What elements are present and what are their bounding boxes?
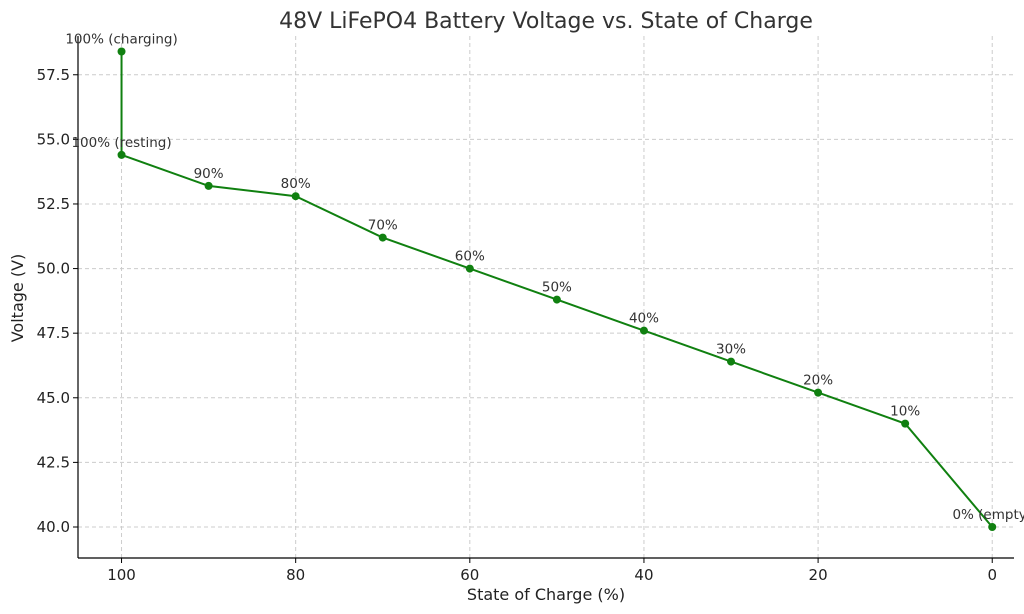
grid (78, 36, 1014, 558)
series-line (120, 51, 993, 528)
x-axis-label: State of Charge (%) (467, 585, 625, 604)
data-point (552, 295, 561, 304)
x-tick-label: 100 (107, 566, 136, 584)
data-point-label: 10% (890, 404, 920, 420)
y-tick-label: 40.0 (37, 518, 70, 536)
chart-title: 48V LiFePO4 Battery Voltage vs. State of… (279, 9, 813, 34)
data-point-label: 30% (716, 342, 746, 358)
y-tick-label: 55.0 (37, 130, 70, 148)
y-tick-label: 57.5 (37, 66, 70, 84)
y-tick-label: 42.5 (37, 453, 70, 471)
y-axis-label: Voltage (V) (8, 254, 27, 343)
data-point-label: 100% (charging) (65, 32, 177, 48)
data-point (291, 192, 300, 201)
y-tick-label: 47.5 (37, 324, 70, 342)
data-point (639, 326, 648, 335)
x-tick-label: 60 (460, 566, 479, 584)
x-tick-label: 40 (634, 566, 653, 584)
data-point-label: 60% (455, 249, 485, 265)
axes (77, 36, 1014, 559)
x-tick-label: 20 (809, 566, 828, 584)
data-point (117, 47, 126, 56)
data-point-label: 50% (542, 280, 572, 296)
data-point (465, 264, 474, 273)
data-point (117, 150, 126, 159)
y-tick-label: 50.0 (37, 260, 70, 278)
point-labels: 100% (charging) 100% (resting) 90% 80% 70% 60… (65, 32, 1024, 523)
data-point-label: 40% (629, 311, 659, 327)
data-point-label: 20% (803, 373, 833, 389)
x-tick-label: 0 (987, 566, 997, 584)
data-point-label: 80% (281, 176, 311, 192)
data-point (814, 388, 823, 397)
data-point (901, 419, 910, 428)
data-point-label: 0% (empty) (952, 507, 1024, 523)
y-tick-label: 45.0 (37, 389, 70, 407)
data-point (988, 522, 997, 531)
data-point-label: 90% (194, 166, 224, 182)
data-point-label: 100% (resting) (71, 135, 171, 151)
data-point-label: 70% (368, 218, 398, 234)
data-point (204, 181, 213, 190)
x-tick-label: 80 (286, 566, 305, 584)
y-axis-ticks: 40.0 42.5 45.0 47.5 50.0 52.5 55.0 57.5 (37, 66, 78, 536)
series (117, 47, 997, 531)
x-axis-ticks: 100 80 60 40 20 0 (107, 558, 997, 584)
data-point (378, 233, 387, 242)
data-point (727, 357, 736, 366)
y-tick-label: 52.5 (37, 195, 70, 213)
